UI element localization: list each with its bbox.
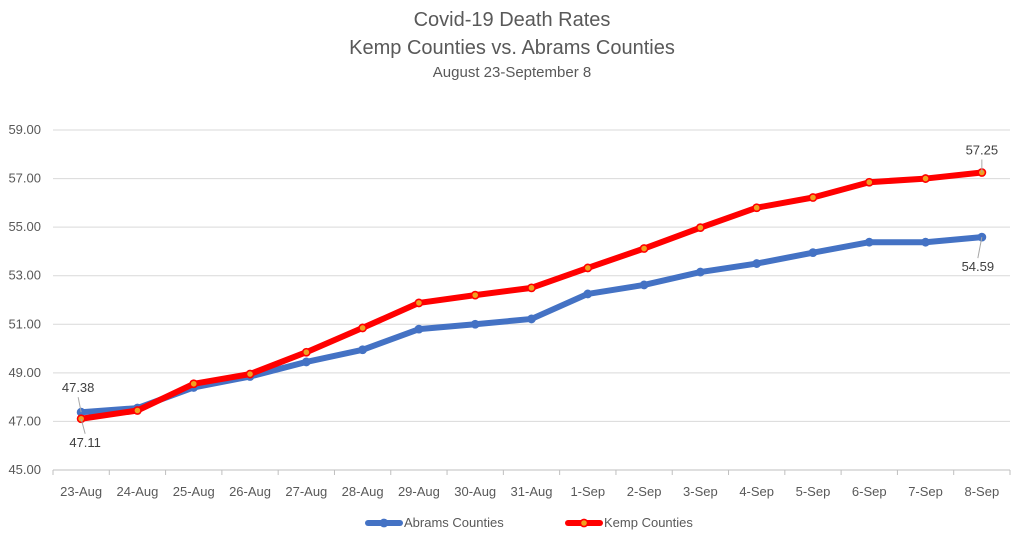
x-tick-label: 8-Sep: [965, 484, 1000, 499]
x-tick-label: 28-Aug: [342, 484, 384, 499]
legend-marker: [579, 518, 589, 528]
data-point: [808, 193, 818, 202]
data-point: [301, 347, 311, 357]
y-tick-label: 47.00: [8, 413, 41, 428]
x-tick-label: 27-Aug: [285, 484, 327, 499]
legend-label: Kemp Counties: [604, 515, 693, 530]
legend-label: Abrams Counties: [404, 515, 504, 530]
data-point: [864, 237, 874, 247]
x-tick-label: 26-Aug: [229, 484, 271, 499]
x-tick-label: 7-Sep: [908, 484, 943, 499]
y-tick-label: 49.00: [8, 365, 41, 380]
data-label: 54.59: [962, 259, 995, 274]
chart-title-line-2: Kemp Counties vs. Abrams Counties: [349, 37, 675, 59]
series-line-1: [78, 169, 985, 422]
data-point: [752, 259, 762, 268]
x-tick-label: 3-Sep: [683, 484, 718, 499]
data-label: 47.11: [69, 435, 101, 450]
data-point: [301, 357, 311, 367]
x-tick-label: 25-Aug: [173, 484, 215, 499]
data-point: [695, 223, 705, 233]
data-label: 47.38: [62, 380, 95, 395]
data-point: [921, 174, 930, 183]
data-point: [639, 280, 649, 290]
data-point: [864, 177, 874, 187]
y-tick-label: 57.00: [8, 171, 41, 186]
y-tick-label: 45.00: [8, 462, 41, 477]
data-point: [752, 203, 762, 213]
leader-line: [977, 237, 983, 259]
x-tick-label: 4-Sep: [739, 484, 774, 499]
x-tick-label: 6-Sep: [852, 484, 887, 499]
y-tick-label: 53.00: [8, 268, 41, 283]
legend-marker: [379, 518, 389, 528]
y-tick-label: 55.00: [8, 219, 41, 234]
data-point: [583, 263, 593, 273]
leader-line: [77, 397, 82, 413]
data-point: [358, 345, 368, 355]
data-point: [358, 323, 368, 333]
x-tick-label: 23-Aug: [60, 484, 102, 499]
data-point: [527, 314, 536, 324]
data-point: [414, 298, 424, 308]
leader-line: [80, 418, 86, 434]
title-block: Covid-19 Death Rates Kemp Counties vs. A…: [0, 6, 1024, 84]
data-point: [921, 237, 930, 247]
data-point: [527, 283, 536, 293]
x-axis: 23-Aug 24-Aug 25-Aug 26-Aug 27-Aug 28-Aug 29-A…: [52, 470, 1011, 499]
data-point: [189, 379, 199, 389]
series-lines: [76, 168, 987, 424]
chart-subtitle: August 23-September 8: [432, 64, 592, 81]
data-labels: 47.38 47.11 57.25 54.59: [62, 143, 998, 450]
data-point: [695, 267, 705, 277]
x-tick-label: 5-Sep: [796, 484, 831, 499]
data-point: [639, 244, 649, 253]
y-axis: 45.00 47.00 49.00 51.00 53.00 55.00 57.00 59.00: [8, 122, 41, 477]
x-tick-label: 29-Aug: [398, 484, 440, 499]
legend: Abrams Counties Kemp Counties: [365, 515, 693, 530]
data-point: [470, 290, 480, 300]
x-tick-label: 31-Aug: [511, 484, 553, 499]
y-tick-label: 59.00: [8, 122, 41, 137]
data-point: [414, 324, 424, 334]
chart-title: Covid-19 Death Rates: [413, 9, 611, 31]
x-tick-label: 24-Aug: [116, 484, 158, 499]
gridlines: [53, 129, 1010, 471]
data-point: [245, 369, 255, 379]
x-tick-label: 1-Sep: [570, 484, 605, 499]
data-point: [133, 406, 142, 415]
data-point: [808, 248, 818, 258]
data-point: [470, 319, 480, 329]
data-point: [583, 289, 593, 299]
x-tick-label: 2-Sep: [627, 484, 662, 499]
y-tick-label: 51.00: [8, 316, 41, 331]
data-label: 57.25: [966, 143, 999, 158]
x-tick-label: 30-Aug: [454, 484, 496, 499]
